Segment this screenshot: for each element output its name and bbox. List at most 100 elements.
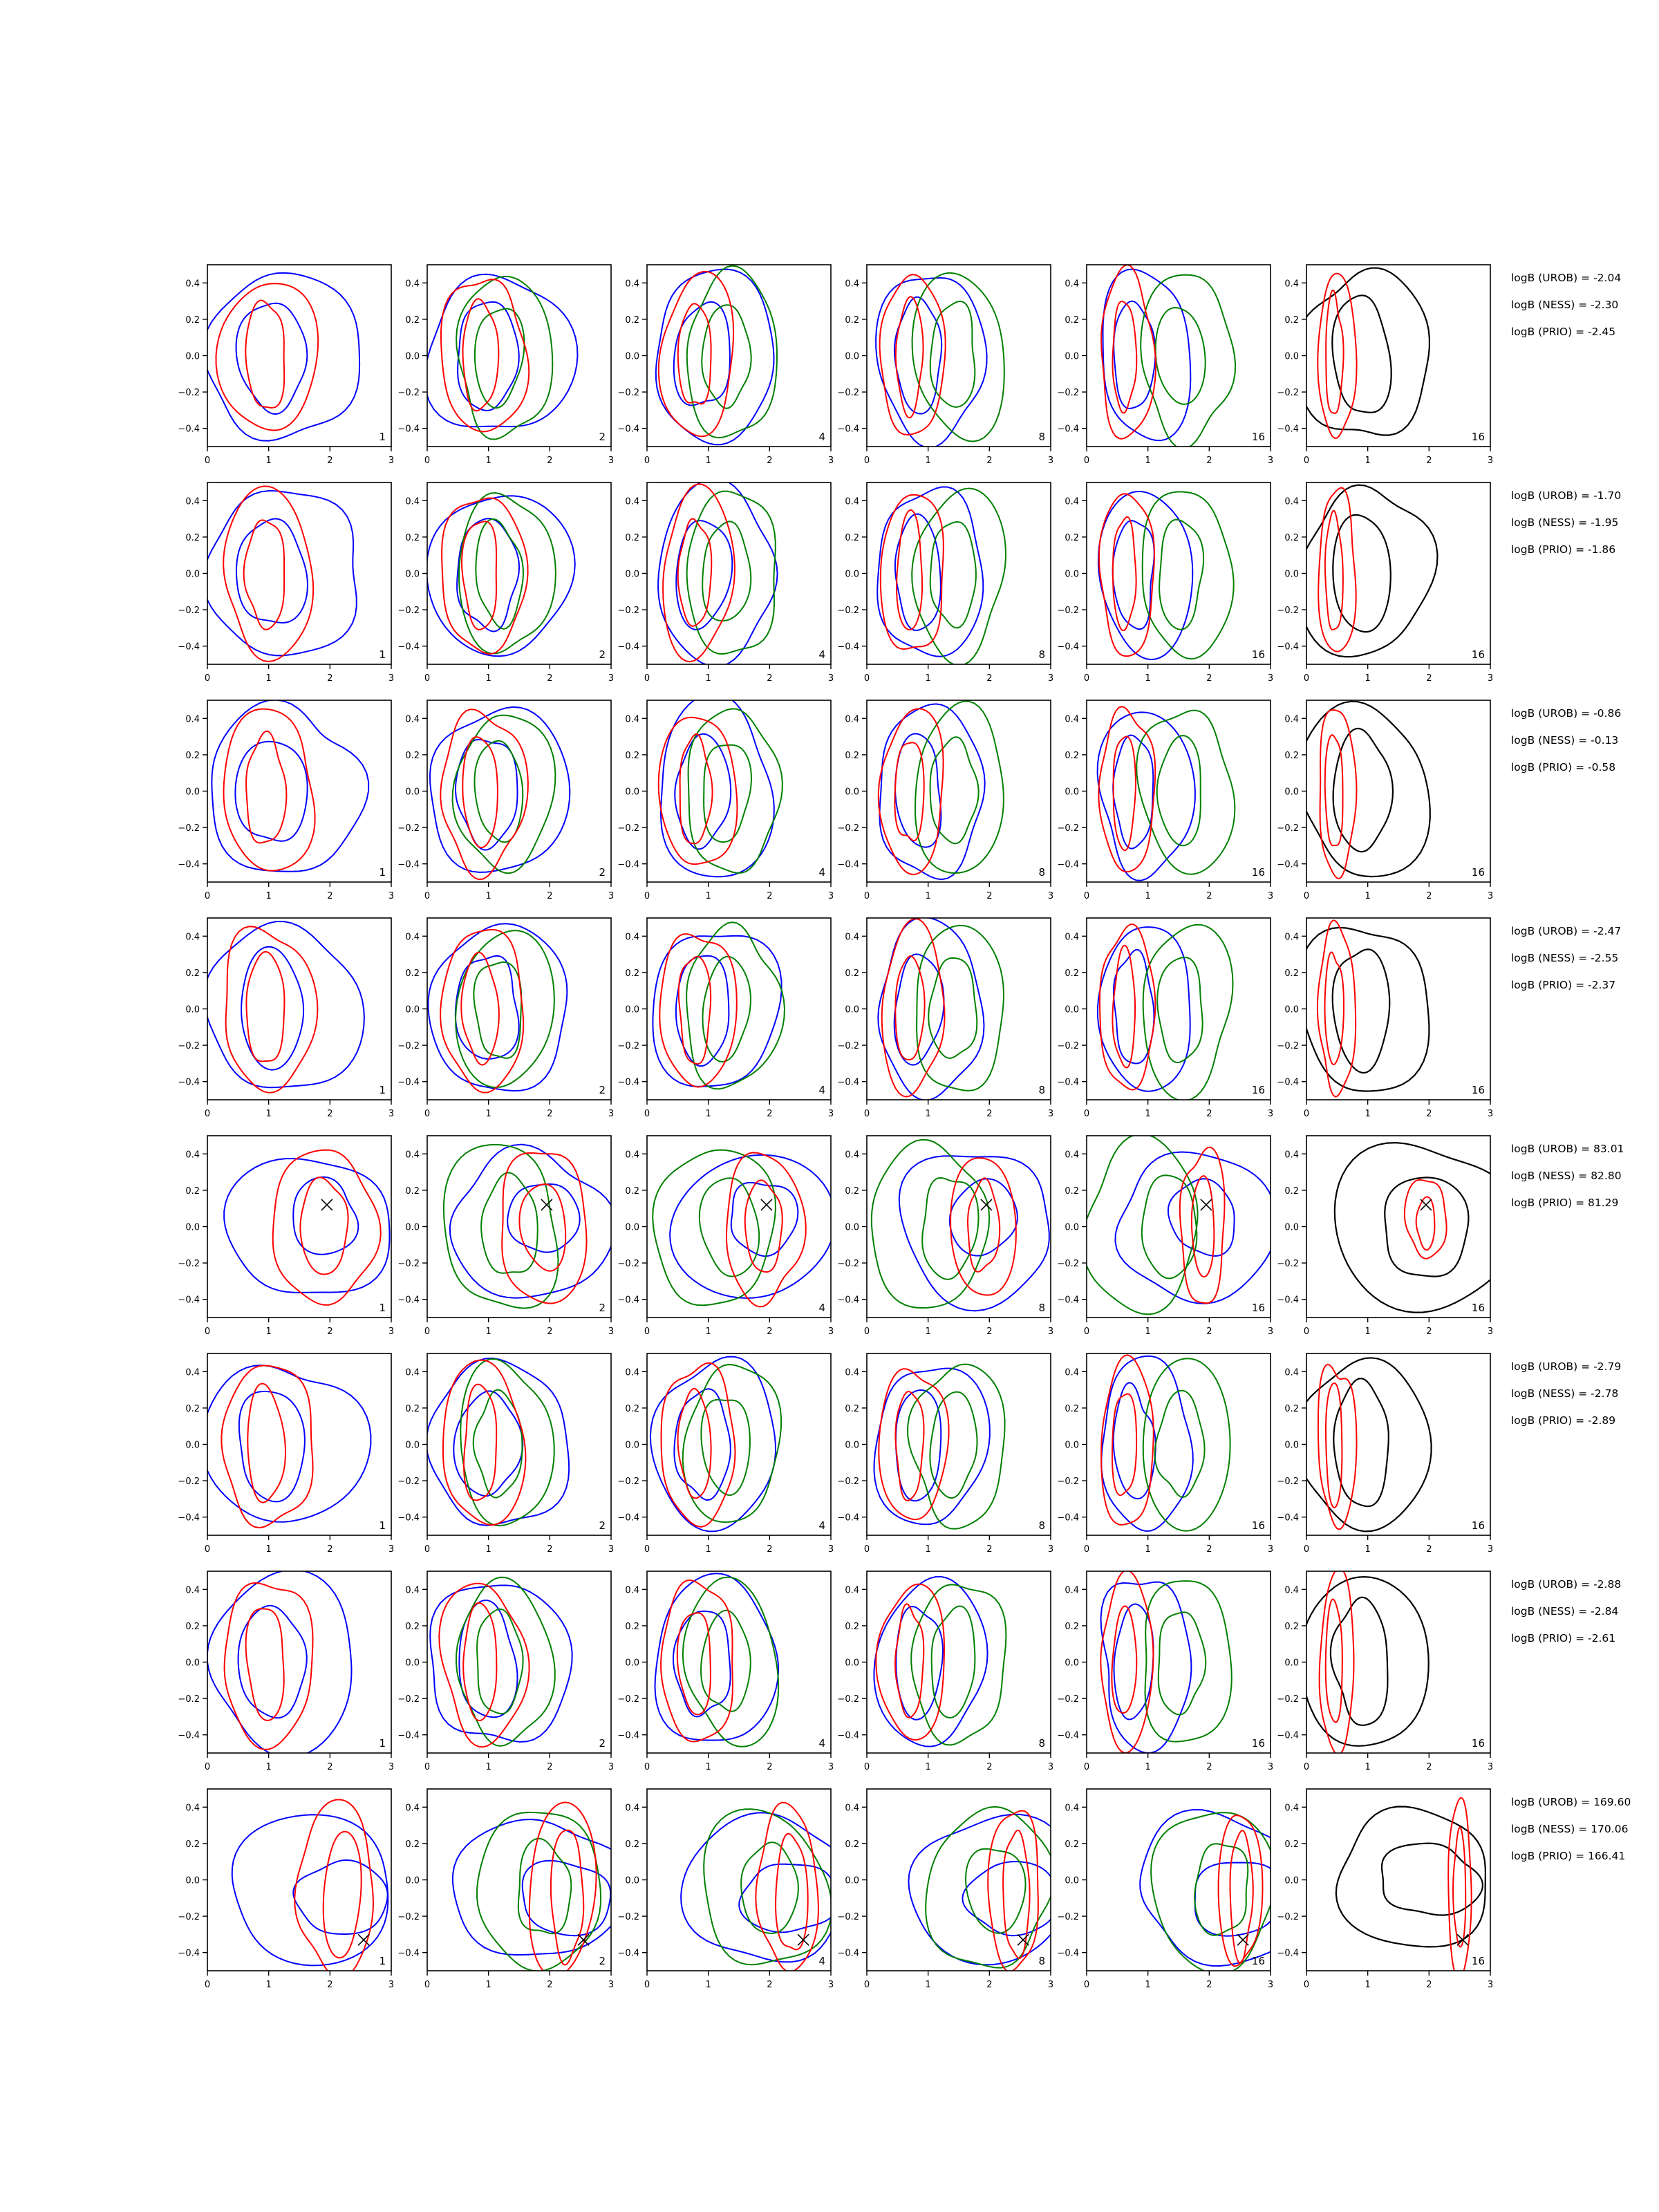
subplot: 0 1 2 3 0.4 0.2 0.0 −0.2 −0.4 8 bbox=[837, 1571, 1053, 1772]
y-tick-label: 0.4 bbox=[1065, 714, 1079, 724]
green-contour bbox=[686, 265, 778, 439]
y-tick-label: 0.2 bbox=[1284, 1839, 1299, 1850]
red-contour bbox=[1002, 1829, 1031, 1960]
y-tick-label: 0.2 bbox=[845, 968, 859, 979]
y-tick-label: 0.2 bbox=[625, 1186, 639, 1197]
y-tick-label: 0.2 bbox=[405, 315, 420, 326]
x-tick-label: 0 bbox=[424, 1980, 430, 1990]
red-contour bbox=[895, 509, 923, 631]
red-contour bbox=[245, 950, 285, 1062]
subplot: 0 1 2 3 0.4 0.2 0.0 −0.2 −0.4 8 bbox=[837, 1135, 1053, 1337]
red-contour bbox=[550, 1829, 585, 1966]
subplot: 0 1 2 3 0.4 0.2 0.0 −0.2 −0.4 1 bbox=[178, 264, 394, 466]
red-contour bbox=[528, 1801, 597, 1971]
red-contour bbox=[878, 1368, 950, 1521]
subplot: 0 1 2 3 0.4 0.2 0.0 −0.2 −0.4 2 bbox=[397, 1571, 614, 1772]
black-contour bbox=[1329, 1596, 1389, 1726]
x-tick-label: 3 bbox=[388, 673, 394, 684]
x-tick-label: 3 bbox=[1268, 456, 1273, 466]
green-contour bbox=[1144, 1580, 1232, 1743]
y-tick-label: −0.2 bbox=[178, 388, 200, 398]
x-tick-label: 0 bbox=[864, 456, 870, 466]
green-contour bbox=[1156, 956, 1203, 1064]
x-tick-label: 0 bbox=[1084, 1544, 1089, 1555]
y-tick-label: 0.0 bbox=[845, 352, 859, 362]
red-contour bbox=[677, 955, 712, 1065]
y-tick-label: 0.4 bbox=[625, 1585, 639, 1595]
blue-contour bbox=[453, 1390, 524, 1497]
contours bbox=[1096, 924, 1234, 1100]
truth-marker bbox=[980, 1199, 993, 1211]
red-contour bbox=[1447, 1797, 1472, 1971]
x-tick-label: 0 bbox=[424, 673, 430, 684]
y-tick-label: −0.4 bbox=[617, 1949, 639, 1959]
y-tick-label: 0.2 bbox=[1065, 533, 1079, 543]
panel-label: 8 bbox=[1038, 1737, 1045, 1750]
y-tick-label: 0.0 bbox=[845, 1005, 859, 1015]
logb-text: logB (NESS) = -0.13 bbox=[1511, 734, 1618, 747]
contours bbox=[207, 485, 357, 663]
y-tick-label: −0.2 bbox=[617, 1477, 639, 1487]
contours bbox=[908, 1806, 1051, 1971]
x-tick-label: 1 bbox=[486, 1762, 491, 1772]
subplot: 0 1 2 3 0.4 0.2 0.0 −0.2 −0.4 1 bbox=[178, 1788, 394, 1990]
green-contour bbox=[686, 490, 776, 655]
subplot: 0 1 2 3 0.4 0.2 0.0 −0.2 −0.4 8 bbox=[837, 264, 1053, 466]
subplot: 0 1 2 3 0.4 0.2 0.0 −0.2 −0.4 16 bbox=[1277, 917, 1493, 1119]
red-contour bbox=[1098, 924, 1156, 1091]
blue-contour bbox=[454, 738, 518, 851]
y-tick-label: 0.2 bbox=[1284, 751, 1299, 761]
subplot: 0 1 2 3 0.4 0.2 0.0 −0.2 −0.4 4 bbox=[617, 700, 834, 901]
green-contour bbox=[458, 492, 556, 655]
red-contour bbox=[518, 1183, 567, 1272]
x-tick-label: 2 bbox=[1426, 1109, 1432, 1119]
red-contour bbox=[660, 1362, 736, 1528]
x-tick-label: 0 bbox=[864, 1980, 870, 1990]
y-tick-label: 0.0 bbox=[185, 1005, 200, 1015]
subplot: 0 1 2 3 0.4 0.2 0.0 −0.2 −0.4 16 bbox=[1277, 264, 1493, 466]
red-contour bbox=[1112, 735, 1136, 852]
x-tick-label: 3 bbox=[1048, 1109, 1053, 1119]
y-tick-label: −0.4 bbox=[617, 1731, 639, 1741]
subplot: 0 1 2 3 0.4 0.2 0.0 −0.2 −0.4 2 bbox=[397, 264, 614, 466]
red-contour bbox=[438, 1582, 530, 1748]
y-tick-label: 0.2 bbox=[1065, 968, 1079, 979]
x-tick-label: 2 bbox=[986, 1544, 992, 1555]
y-tick-label: −0.2 bbox=[617, 1041, 639, 1051]
x-tick-label: 1 bbox=[1145, 1980, 1151, 1990]
axes-frame bbox=[866, 1571, 1051, 1754]
panel-label: 16 bbox=[1252, 648, 1265, 661]
contours bbox=[429, 706, 571, 881]
x-tick-label: 1 bbox=[926, 673, 931, 684]
logb-text: logB (UROB) = -2.04 bbox=[1511, 272, 1621, 284]
blue-contour bbox=[908, 1813, 1051, 1966]
logb-text: logB (UROB) = -1.70 bbox=[1511, 489, 1621, 502]
subplot: 0 1 2 3 0.4 0.2 0.0 −0.2 −0.4 1 bbox=[178, 1353, 394, 1555]
y-tick-label: 0.2 bbox=[625, 1839, 639, 1850]
green-contour bbox=[700, 1609, 751, 1712]
blue-contour bbox=[1096, 711, 1196, 881]
red-contour bbox=[1100, 1571, 1154, 1753]
y-tick-label: 0.4 bbox=[845, 1803, 859, 1813]
y-tick-label: −0.4 bbox=[178, 1078, 200, 1088]
red-contour bbox=[894, 742, 925, 841]
axes-frame bbox=[1306, 1135, 1491, 1318]
red-contour bbox=[322, 1830, 362, 1959]
x-tick-label: 2 bbox=[1426, 1544, 1432, 1555]
y-tick-label: −0.4 bbox=[1277, 1731, 1299, 1741]
red-contour bbox=[894, 955, 926, 1060]
green-contour bbox=[474, 740, 524, 843]
x-tick-label: 3 bbox=[388, 1980, 394, 1990]
axes-frame bbox=[207, 1571, 392, 1754]
x-tick-label: 1 bbox=[266, 1980, 272, 1990]
panel-label: 4 bbox=[818, 866, 825, 879]
x-tick-label: 1 bbox=[1145, 1327, 1151, 1337]
y-tick-label: −0.4 bbox=[178, 1513, 200, 1524]
blue-contour bbox=[877, 918, 985, 1100]
green-contour bbox=[928, 957, 978, 1059]
green-contour bbox=[480, 1172, 538, 1274]
logb-text: logB (NESS) = -2.84 bbox=[1511, 1605, 1618, 1618]
contours bbox=[877, 918, 1005, 1100]
green-contour bbox=[703, 744, 753, 843]
panel-label: 8 bbox=[1038, 1302, 1045, 1314]
